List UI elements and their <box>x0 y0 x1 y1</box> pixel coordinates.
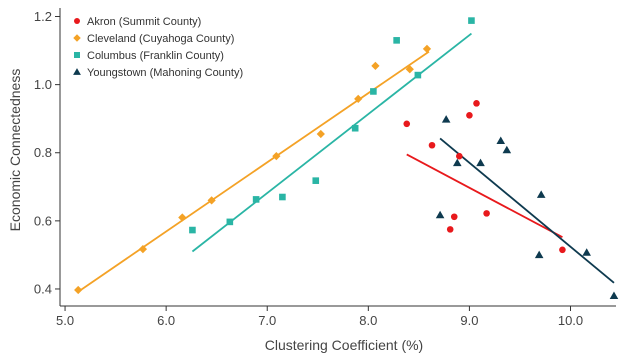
data-point <box>610 291 619 299</box>
trend-line <box>440 138 614 282</box>
data-point <box>429 142 436 149</box>
data-point <box>189 227 196 234</box>
data-point <box>415 72 422 79</box>
data-point <box>476 159 485 167</box>
data-point <box>178 213 186 221</box>
data-point <box>442 115 451 123</box>
data-point <box>279 194 286 201</box>
data-point <box>371 62 379 70</box>
trend-line <box>78 52 429 292</box>
x-tick-label: 8.0 <box>359 313 377 328</box>
legend-marker <box>73 68 81 75</box>
legend-label: Akron (Summit County) <box>87 16 201 28</box>
data-point <box>559 247 566 254</box>
data-point <box>312 177 319 184</box>
data-point <box>496 137 505 145</box>
data-point <box>451 213 458 220</box>
data-point <box>468 17 475 24</box>
legend-item: Akron (Summit County) <box>74 16 201 28</box>
y-tick-label: 0.8 <box>34 145 52 160</box>
legend-item: Columbus (Franklin County) <box>74 50 224 62</box>
x-tick-label: 9.0 <box>460 313 478 328</box>
x-tick-label: 5.0 <box>56 313 74 328</box>
data-point <box>473 100 480 107</box>
y-axis-ticks: 0.4 0.6 0.8 1.0 1.2 <box>34 9 60 296</box>
data-point <box>393 37 400 44</box>
y-tick-label: 0.6 <box>34 213 52 228</box>
data-point <box>352 125 359 132</box>
data-point <box>227 219 234 226</box>
y-tick-label: 0.4 <box>34 281 52 296</box>
data-point <box>74 286 82 294</box>
x-tick-label: 10.0 <box>558 313 583 328</box>
data-point <box>317 130 325 138</box>
legend-marker <box>74 18 80 24</box>
data-point <box>423 45 431 53</box>
data-point <box>456 153 463 160</box>
data-point <box>535 251 544 259</box>
legend-marker <box>74 52 80 58</box>
data-point <box>503 146 512 154</box>
legend-marker <box>73 34 81 42</box>
legend: Akron (Summit County) Cleveland (Cuyahoga… <box>73 16 243 79</box>
data-point <box>436 211 445 219</box>
x-axis-ticks: 5.0 6.0 7.0 8.0 9.0 10.0 <box>56 306 583 328</box>
y-tick-label: 1.0 <box>34 77 52 92</box>
data-point <box>582 248 591 256</box>
x-tick-label: 6.0 <box>157 313 175 328</box>
data-point <box>537 190 546 198</box>
y-axis-label: Economic Connectedness <box>7 69 23 232</box>
data-point <box>483 210 490 217</box>
data-point <box>453 159 462 167</box>
data-point <box>403 120 410 127</box>
legend-label: Cleveland (Cuyahoga County) <box>87 33 234 45</box>
y-tick-label: 1.2 <box>34 9 52 24</box>
data-point <box>370 88 377 95</box>
data-point <box>253 196 260 203</box>
legend-label: Columbus (Franklin County) <box>87 50 224 62</box>
x-axis-label: Clustering Coefficient (%) <box>265 337 423 353</box>
x-tick-label: 7.0 <box>258 313 276 328</box>
data-point <box>447 226 454 233</box>
legend-item: Youngstown (Mahoning County) <box>73 67 243 79</box>
legend-item: Cleveland (Cuyahoga County) <box>73 33 234 45</box>
data-point <box>466 112 473 119</box>
legend-label: Youngstown (Mahoning County) <box>87 67 243 79</box>
